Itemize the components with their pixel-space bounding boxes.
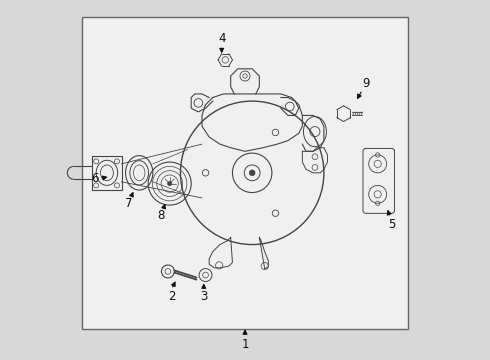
Text: 5: 5 [389,218,396,231]
Text: 1: 1 [241,338,249,351]
Text: 6: 6 [91,172,99,185]
Bar [82,17,408,329]
Text: 4: 4 [218,32,225,45]
Text: 2: 2 [168,290,175,303]
Text: 3: 3 [200,290,207,303]
Text: 9: 9 [363,77,370,90]
Text: 8: 8 [157,210,165,222]
Circle shape [168,181,172,186]
Circle shape [249,170,255,176]
Text: 7: 7 [124,197,132,210]
Bar [92,156,122,190]
